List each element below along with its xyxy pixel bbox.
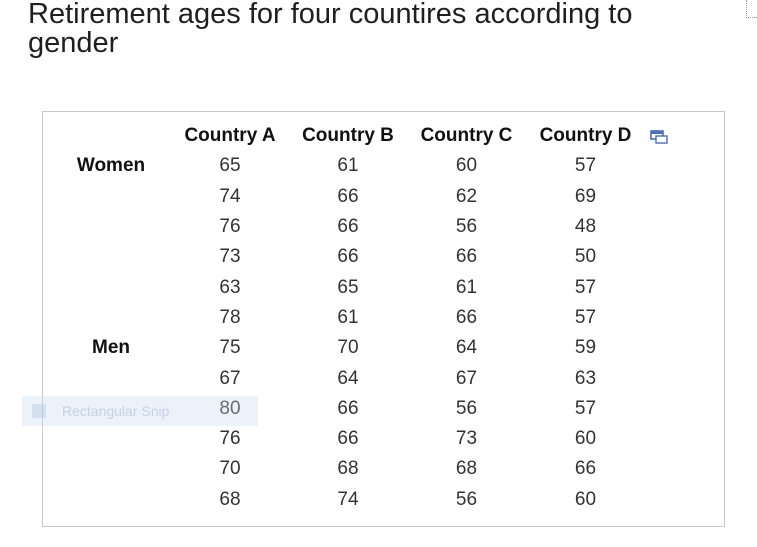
- table-cell: 65: [219, 155, 241, 177]
- table-row: 63 65 61 57: [55, 272, 641, 302]
- table-row: 70 68 68 66: [55, 454, 641, 484]
- table-cell: 70: [219, 458, 241, 480]
- row-label: [55, 182, 167, 212]
- table-cell: 68: [219, 488, 241, 510]
- table-cell: 73: [455, 428, 478, 450]
- table-cell: 56: [455, 397, 478, 419]
- table-cell: 76: [219, 216, 241, 238]
- table-cell: 76: [219, 428, 241, 450]
- table-cell: 67: [219, 367, 241, 389]
- table-row: 73 66 66 50: [55, 242, 641, 272]
- table-row: 76 66 73 60: [55, 424, 641, 454]
- table-cell: 75: [219, 337, 241, 359]
- table-cell: 60: [574, 428, 597, 450]
- table-cell: 61: [455, 276, 478, 298]
- table-cell: 61: [337, 155, 359, 177]
- table-cell: 68: [337, 458, 359, 480]
- table-cell: 73: [219, 246, 241, 268]
- table-cell: 66: [337, 216, 359, 238]
- table-cell: 63: [574, 367, 597, 389]
- table-cell: 57: [574, 397, 597, 419]
- table-cell: 57: [574, 155, 597, 177]
- table-cell: 60: [455, 155, 478, 177]
- table-row: 76 66 56 48: [55, 212, 641, 242]
- table-cell: 70: [337, 337, 359, 359]
- table-cell: 66: [455, 246, 478, 268]
- table-header-row: Country A Country B Country C Country D: [55, 121, 641, 151]
- copy-icon[interactable]: [650, 130, 668, 144]
- table-row: Men 75 70 64 59: [55, 333, 641, 363]
- table-cell: 50: [574, 246, 597, 268]
- table-row: 78 61 66 57: [55, 303, 641, 333]
- table-row: 67 64 67 63: [55, 363, 641, 393]
- table-frame: [42, 111, 725, 527]
- table-cell: 74: [219, 185, 241, 207]
- header-cell-country-c: Country C: [420, 125, 513, 147]
- table-cell: 59: [574, 337, 597, 359]
- row-label: [55, 212, 167, 242]
- table-cell: 57: [574, 306, 597, 328]
- row-label: [55, 303, 167, 333]
- header-cell-country-a: Country A: [184, 125, 276, 147]
- row-label: [55, 424, 167, 454]
- table-cell: 66: [455, 306, 478, 328]
- row-label: [55, 363, 167, 393]
- table-cell: 60: [574, 488, 597, 510]
- table-row: Women 65 61 60 57: [55, 151, 641, 181]
- table-cell: 66: [574, 458, 597, 480]
- table-cell: 67: [455, 367, 478, 389]
- row-label: [55, 485, 167, 515]
- table-cell: 61: [337, 306, 359, 328]
- row-label: [55, 272, 167, 302]
- table-cell: 66: [337, 428, 359, 450]
- row-label: [55, 242, 167, 272]
- row-label: [55, 394, 167, 424]
- page-title: Retirement ages for four countires accor…: [28, 0, 633, 59]
- table-cell: 74: [337, 488, 359, 510]
- header-cell-country-b: Country B: [302, 125, 394, 147]
- table-cell: 62: [455, 185, 478, 207]
- table-cell: 64: [455, 337, 478, 359]
- row-label: Men: [92, 337, 130, 359]
- table-cell: 68: [455, 458, 478, 480]
- table-cell: 66: [337, 397, 359, 419]
- table-cell: 48: [574, 216, 597, 238]
- table-cell: 57: [574, 276, 597, 298]
- table-cell: 56: [455, 488, 478, 510]
- table-row: 68 74 56 60: [55, 485, 641, 515]
- table-cell: 78: [219, 306, 241, 328]
- table-cell: 66: [337, 185, 359, 207]
- header-cell-country-d: Country D: [539, 125, 632, 147]
- window-corner-marker: [746, 0, 757, 18]
- retirement-table: Country A Country B Country C Country D …: [55, 121, 641, 515]
- table-cell: 56: [455, 216, 478, 238]
- table-cell: 66: [337, 246, 359, 268]
- table-row: 80 66 56 57: [55, 394, 641, 424]
- table-cell: 80: [219, 397, 241, 419]
- table-cell: 69: [574, 185, 597, 207]
- row-label: Women: [76, 155, 146, 177]
- table-cell: 63: [219, 276, 241, 298]
- table-cell: 64: [337, 367, 359, 389]
- header-cell-empty: [55, 121, 167, 151]
- row-label: [55, 454, 167, 484]
- table-cell: 65: [337, 276, 359, 298]
- table-row: 74 66 62 69: [55, 182, 641, 212]
